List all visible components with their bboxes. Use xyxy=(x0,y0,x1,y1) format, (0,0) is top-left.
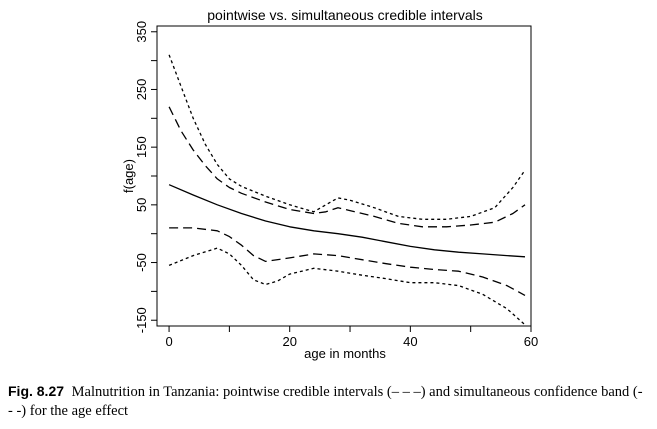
series-line-5-dotted xyxy=(168,247,526,326)
y-tick-label: 150 xyxy=(134,136,149,158)
line-chart: pointwise vs. simultaneous credible inte… xyxy=(121,7,538,361)
y-axis: -150 -50 50 150 250 350 xyxy=(134,21,157,333)
y-axis-label: f(age) xyxy=(121,159,136,193)
y-tick-label: 350 xyxy=(134,21,149,43)
x-tick-label: 60 xyxy=(524,334,538,349)
series-line-1-solid xyxy=(168,184,526,258)
y-tick-label: 50 xyxy=(134,198,149,212)
caption-text: Malnutrition in Tanzania: pointwise cred… xyxy=(8,384,643,419)
figure-caption: Fig. 8.27 Malnutrition in Tanzania: poin… xyxy=(8,382,650,421)
series-line-4-dotted xyxy=(168,54,526,220)
x-tick-label: 40 xyxy=(403,334,417,349)
x-axis-label: age in months xyxy=(304,346,386,361)
x-axis: 0 20 40 60 xyxy=(165,326,538,349)
y-tick-label: 250 xyxy=(134,79,149,101)
series-layer xyxy=(168,54,526,326)
chart-title: pointwise vs. simultaneous credible inte… xyxy=(207,7,482,23)
x-tick-label: 0 xyxy=(165,334,172,349)
series-line-2-dashed xyxy=(168,106,526,228)
plot-frame xyxy=(156,25,532,327)
y-tick-label: -150 xyxy=(134,307,149,333)
series-line-3-dashed xyxy=(169,227,526,296)
figure-number: Fig. 8.27 xyxy=(8,383,65,399)
y-tick-label: -50 xyxy=(134,253,149,272)
x-tick-label: 20 xyxy=(282,334,296,349)
